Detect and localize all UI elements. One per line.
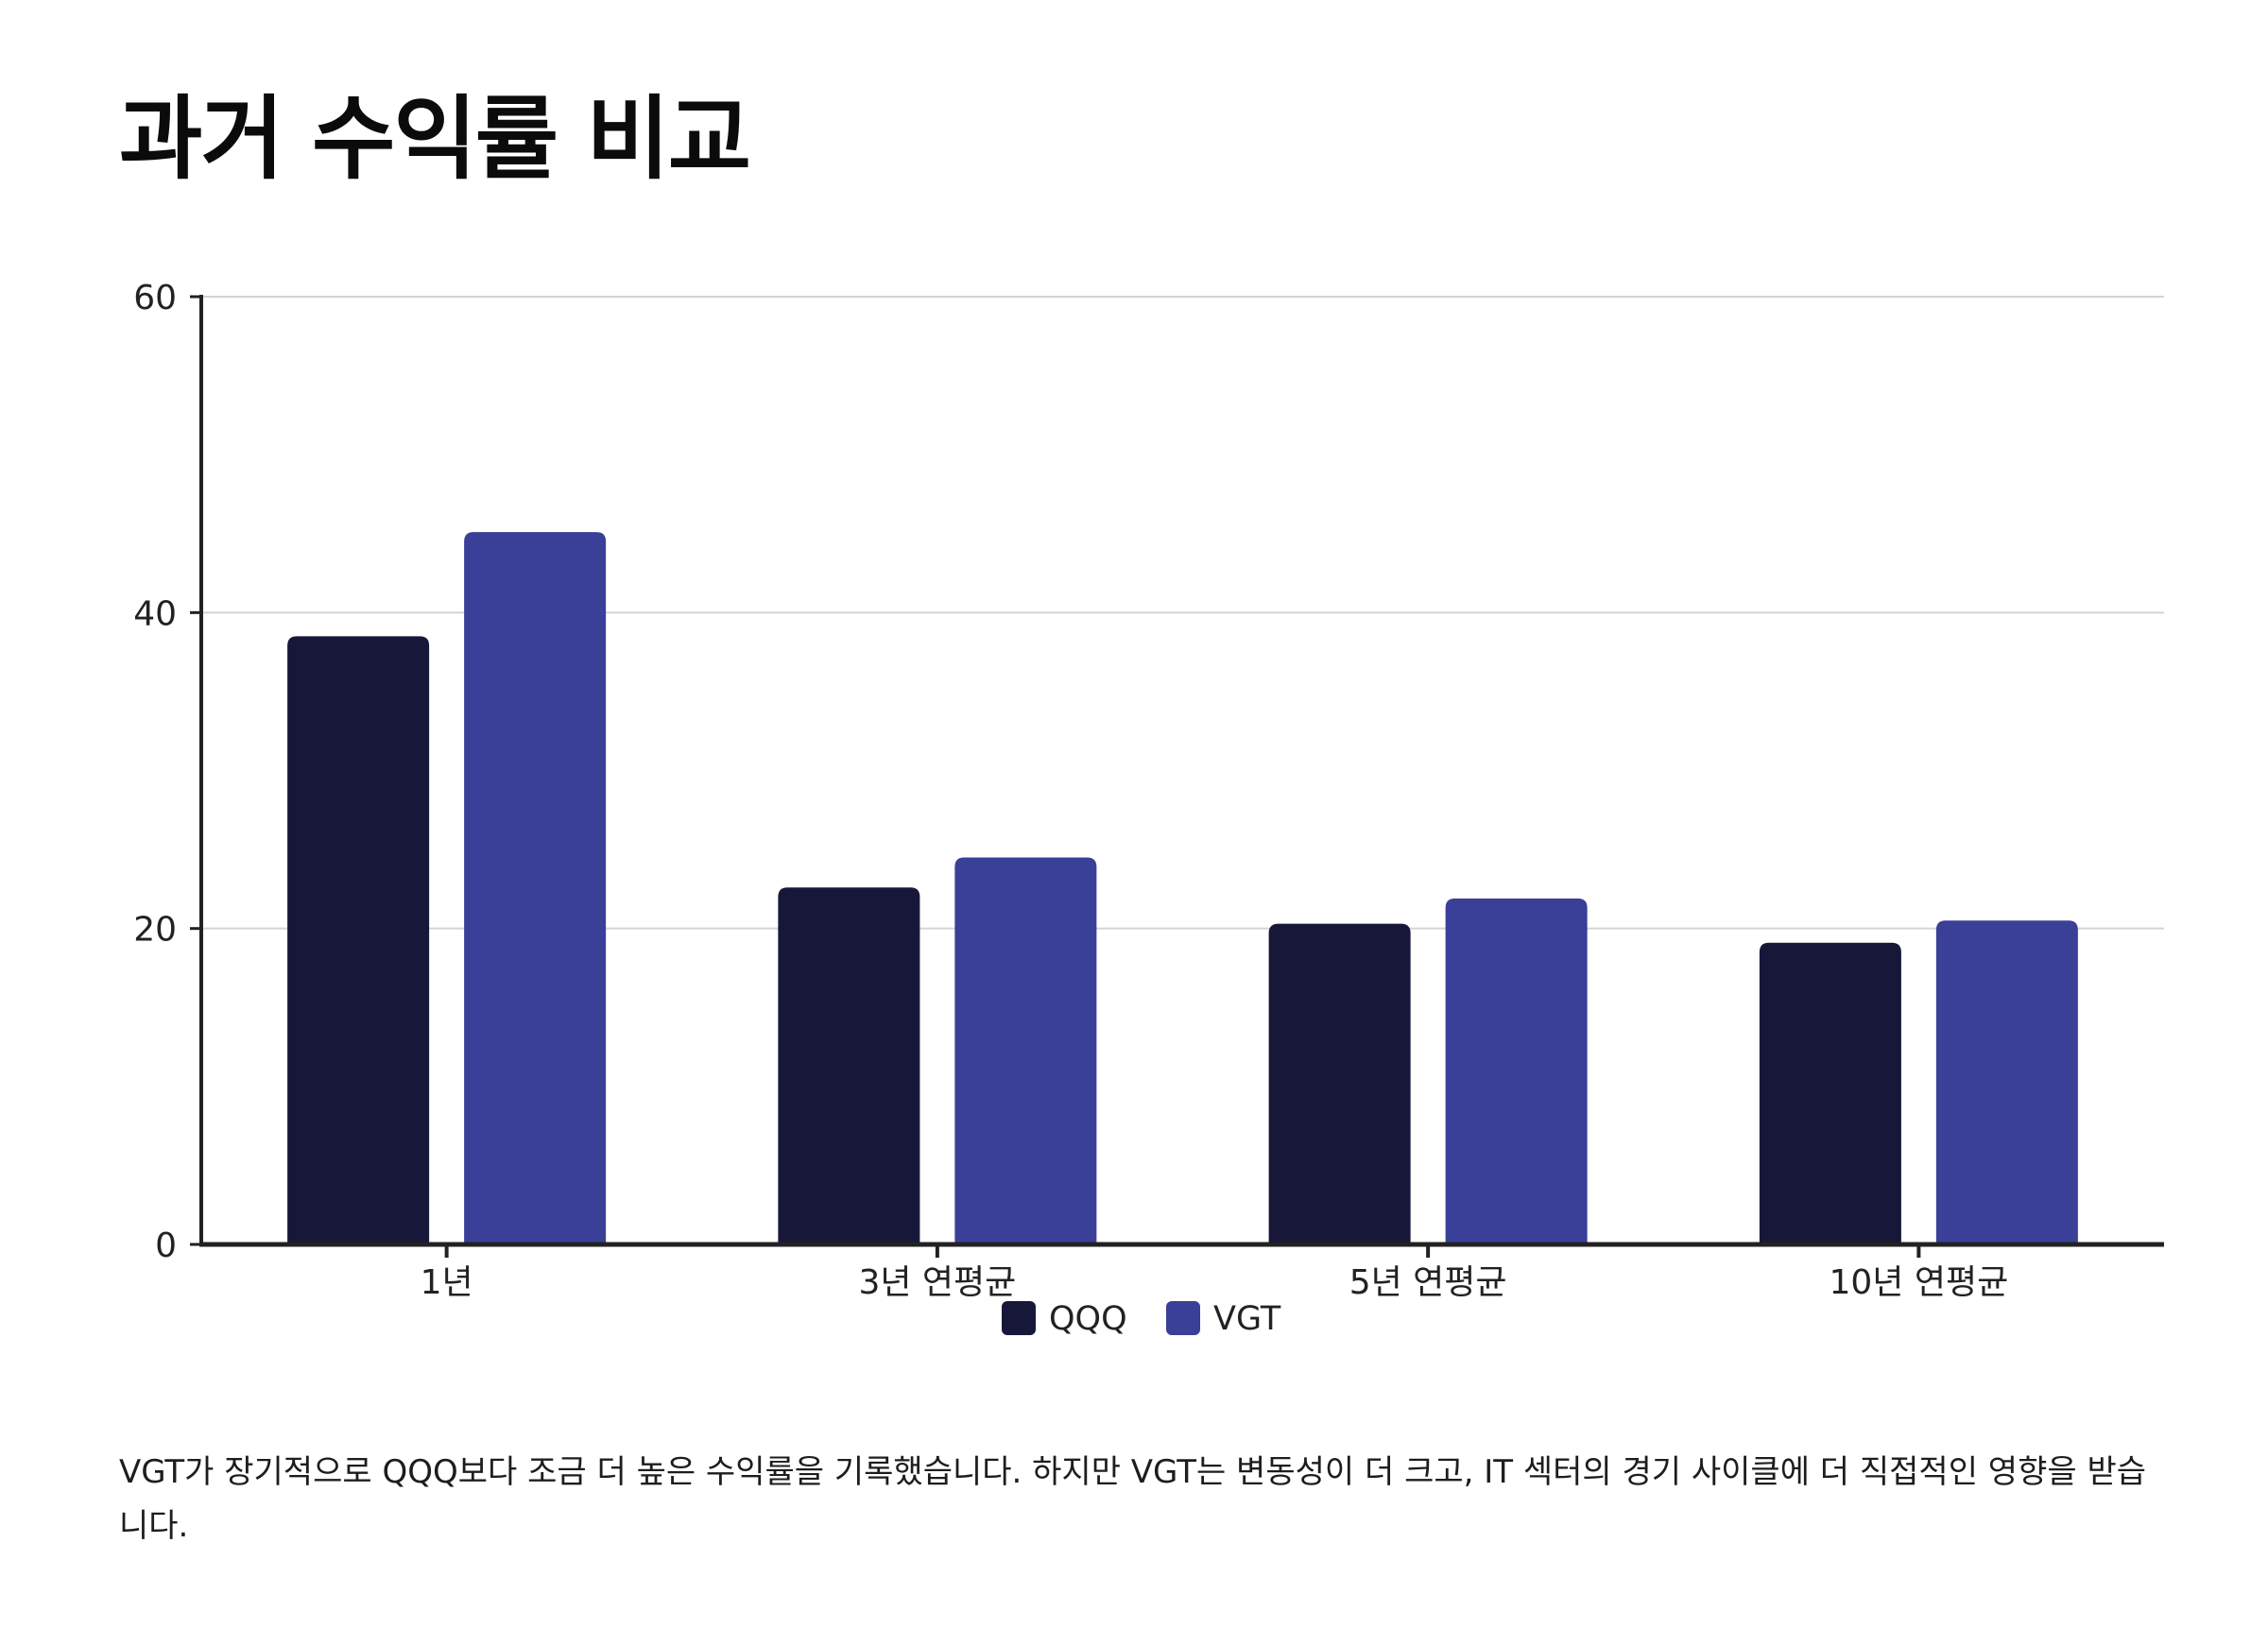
page-title: 과거 수익률 비교 (119, 86, 751, 192)
bar-qqq-1 (287, 636, 430, 1244)
x-tick-label: 5년 연평균 (1349, 1263, 1507, 1302)
x-tick-labels: 1년 3년 연평균 5년 연평균 10년 연평균 (421, 1263, 2009, 1302)
y-tick-label: 20 (133, 911, 177, 950)
x-tick-label: 1년 (421, 1263, 473, 1302)
legend-swatch (1002, 1301, 1036, 1335)
axes (190, 295, 2164, 1258)
bar-qqq-2 (778, 887, 920, 1244)
x-tick-label: 3년 연평균 (858, 1263, 1016, 1302)
bar-vgt-3 (1445, 898, 1588, 1244)
bar-chart: 0 20 40 60 1년 3년 연평균 5년 연평균 10년 연평균 QQQ VGT (133, 279, 2164, 1338)
y-tick-label: 40 (133, 594, 177, 633)
bar-vgt-2 (954, 857, 1097, 1244)
bar-qqq-4 (1759, 942, 1901, 1244)
chart-note: VGT가 장기적으로 QQQ보다 조금 더 높은 수익률을 기록했습니다. 하지… (119, 1453, 2147, 1545)
legend-swatch (1166, 1301, 1200, 1335)
legend-label: VGT (1213, 1300, 1281, 1338)
legend: QQQ VGT (1002, 1300, 1281, 1338)
bars (287, 532, 2078, 1244)
y-tick-label: 0 (155, 1226, 177, 1265)
legend-item-qqq: QQQ (1002, 1300, 1127, 1338)
bar-vgt-4 (1935, 920, 2078, 1244)
bar-qqq-3 (1268, 923, 1411, 1244)
y-tick-labels: 0 20 40 60 (133, 279, 177, 1265)
x-tick-label: 10년 연평균 (1830, 1263, 2009, 1302)
bar-vgt-1 (464, 532, 607, 1244)
legend-label: QQQ (1049, 1300, 1127, 1338)
y-tick-label: 60 (133, 279, 177, 317)
legend-item-vgt: VGT (1166, 1300, 1281, 1338)
